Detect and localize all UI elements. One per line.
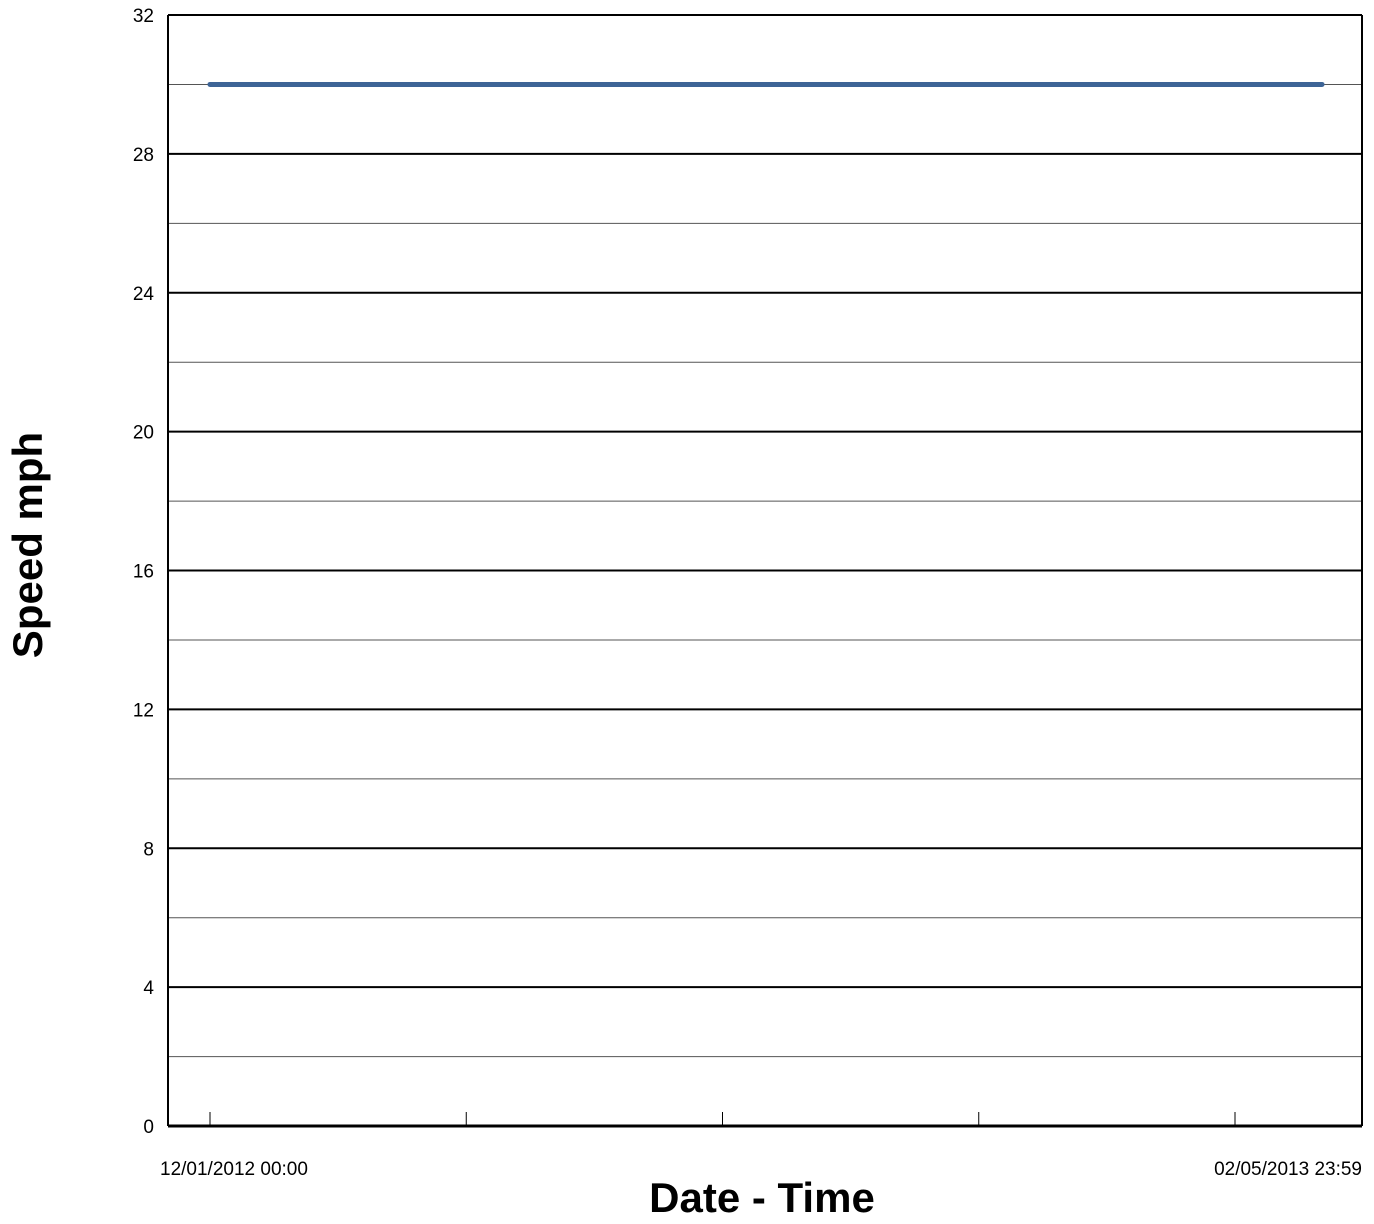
x-axis-ticks: 12/01/2012 00:00 02/05/2013 23:59	[160, 1112, 1362, 1180]
gridlines	[168, 83, 1362, 1058]
plot-frame	[167, 14, 1363, 1128]
y-axis-ticks: 0 4 8 12 16 20 24 28 32	[133, 6, 155, 1138]
y-tick-label: 20	[133, 423, 154, 444]
x-tick-label: 02/05/2013 23:59	[1214, 1159, 1362, 1180]
x-axis-title: Date - Time	[649, 1174, 875, 1219]
y-tick-label: 28	[133, 145, 154, 166]
y-tick-label: 8	[143, 839, 154, 860]
y-axis-title: Speed mph	[4, 432, 51, 658]
y-tick-label: 0	[143, 1117, 154, 1138]
x-tick-label: 12/01/2012 00:00	[160, 1159, 308, 1180]
y-tick-label: 16	[133, 562, 154, 583]
y-tick-label: 24	[133, 284, 155, 305]
y-tick-label: 4	[143, 978, 154, 999]
y-tick-label: 32	[133, 6, 154, 27]
y-tick-label: 12	[133, 700, 154, 721]
